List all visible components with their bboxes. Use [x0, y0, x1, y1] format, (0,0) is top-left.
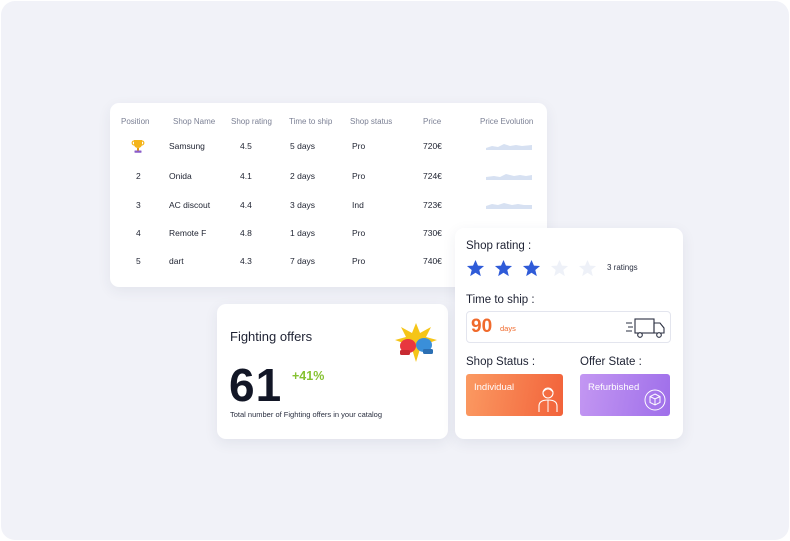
- shop-name: dart: [169, 256, 184, 266]
- fighting-offers-card: Fighting offers 61 +41% Total number of …: [217, 304, 448, 439]
- fighting-offers-count: 61: [229, 359, 283, 411]
- column-header-shop-status: Shop status: [350, 117, 393, 126]
- column-header-shop-name: Shop Name: [173, 117, 216, 126]
- delivery-truck-icon: [626, 318, 665, 338]
- price-sparkline: [486, 203, 532, 209]
- shop-rating: 4.8: [240, 228, 252, 238]
- price: 720€: [423, 141, 442, 151]
- position: 2: [136, 171, 141, 181]
- ratings-count: 3 ratings: [607, 263, 638, 272]
- column-header-shop-rating: Shop rating: [231, 117, 272, 126]
- time-to-ship: 1 days: [290, 228, 316, 238]
- time-to-ship-box: 90 days: [466, 311, 671, 343]
- shop-status: Pro: [352, 171, 366, 181]
- offer-state-label: Offer State :: [580, 356, 642, 368]
- shop-rating-label: Shop rating :: [466, 240, 532, 252]
- column-header-time-to-ship: Time to ship: [289, 117, 333, 126]
- ship-days-unit: days: [500, 324, 516, 333]
- shop-ranking-table: Position Shop Name Shop rating Time to s…: [110, 103, 547, 287]
- shop-details-card: Shop rating : 3 ratings Time to ship : 9…: [455, 228, 683, 439]
- price: 730€: [423, 228, 442, 238]
- star-rating: [466, 259, 597, 278]
- star-icon: [466, 259, 485, 277]
- column-header-position: Position: [121, 117, 150, 126]
- fighting-offers-description: Total number of Fighting offers in your …: [230, 410, 383, 419]
- boxing-gloves-icon: [395, 323, 437, 362]
- shop-rating: 4.4: [240, 200, 252, 210]
- shop-status: Pro: [352, 256, 366, 266]
- shop-name: Onida: [169, 171, 192, 181]
- ship-days-value: 90: [471, 316, 493, 337]
- shop-name: Remote F: [169, 228, 207, 238]
- trophy-icon: [131, 140, 145, 153]
- fighting-offers-growth: +41%: [292, 369, 325, 383]
- price-sparkline: [486, 174, 532, 180]
- fighting-offers-title: Fighting offers: [230, 329, 313, 344]
- star-icon: [494, 259, 513, 277]
- position: 5: [136, 256, 141, 266]
- shop-status-label: Shop Status :: [466, 356, 536, 368]
- position: 3: [136, 200, 141, 210]
- time-to-ship: 5 days: [290, 141, 316, 151]
- star-empty-icon: [578, 259, 597, 277]
- time-to-ship: 2 days: [290, 171, 316, 181]
- time-to-ship-label: Time to ship :: [466, 294, 535, 306]
- offer-state-value: Refurbished: [588, 382, 640, 393]
- package-box-icon: [644, 389, 666, 411]
- shop-status: Ind: [352, 200, 364, 210]
- price: 724€: [423, 171, 442, 181]
- time-to-ship: 7 days: [290, 256, 316, 266]
- price: 723€: [423, 200, 442, 210]
- person-icon: [538, 387, 558, 412]
- position: 4: [136, 228, 141, 238]
- shop-status-tile: Individual: [466, 374, 563, 416]
- price-sparkline: [486, 144, 532, 150]
- star-empty-icon: [550, 259, 569, 277]
- price: 740€: [423, 256, 442, 266]
- shop-rating: 4.5: [240, 141, 252, 151]
- star-icon: [522, 259, 541, 277]
- shop-status: Pro: [352, 141, 366, 151]
- shop-rating: 4.3: [240, 256, 252, 266]
- shop-name: AC discout: [169, 200, 211, 210]
- time-to-ship: 3 days: [290, 200, 316, 210]
- column-header-price: Price: [423, 117, 442, 126]
- column-header-price-evolution: Price Evolution: [480, 117, 534, 126]
- offer-state-tile: Refurbished: [580, 374, 670, 416]
- shop-name: Samsung: [169, 141, 205, 151]
- shop-status: Pro: [352, 228, 366, 238]
- shop-rating: 4.1: [240, 171, 252, 181]
- shop-status-value: Individual: [474, 382, 515, 393]
